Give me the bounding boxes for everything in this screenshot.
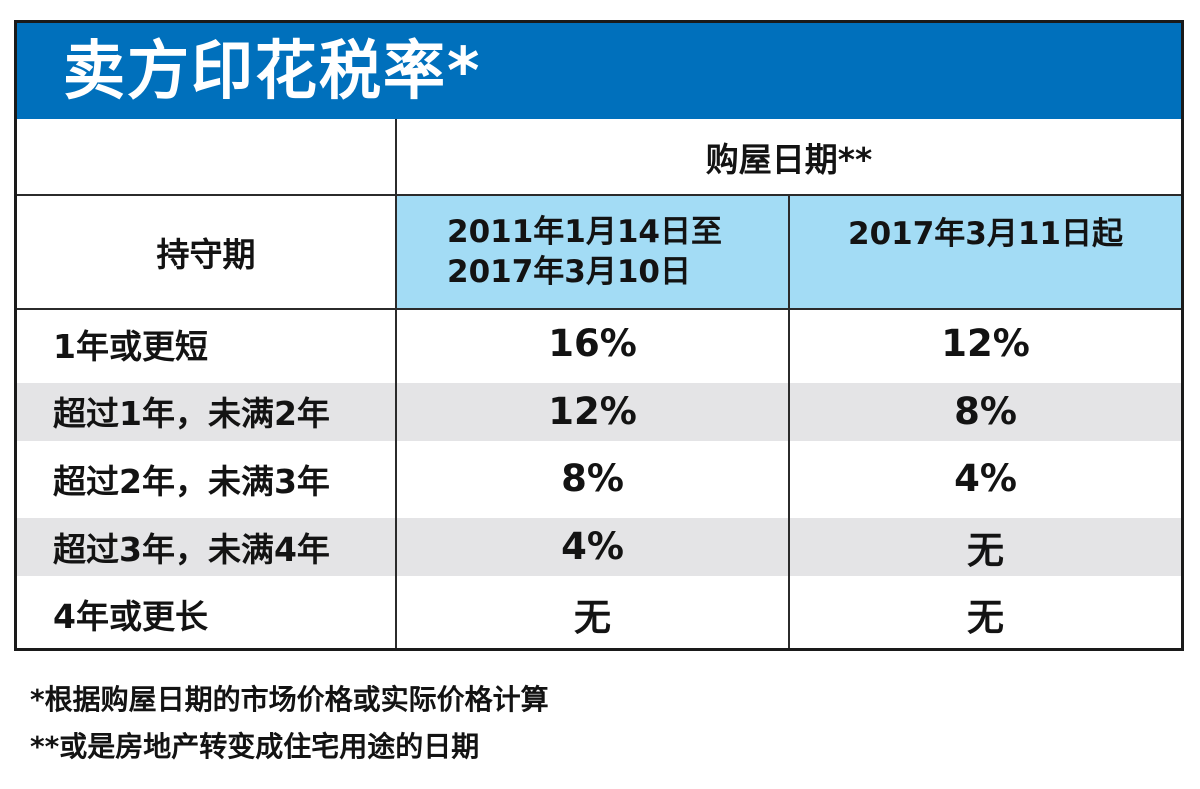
rate-cell-2017-onward: 12% <box>941 322 1030 366</box>
holding-period-cell: 4年或更长 <box>17 580 397 648</box>
holding-period-cell: 超过1年，未满2年 <box>17 377 397 446</box>
holding-period-header: 持守期 <box>17 196 397 308</box>
table-row: 超过2年，未满3年 8% 4% <box>17 445 1181 513</box>
purchase-date-group-header: 购屋日期** <box>705 139 873 179</box>
rate-cell-2017-onward: 无 <box>967 596 1004 640</box>
period-header-line-1: 2011年1月14日至 <box>447 214 722 250</box>
table-title: 卖方印花税率* <box>63 32 482 109</box>
table-row: 超过3年，未满4年 4% 无 <box>17 512 1181 581</box>
header-row-group: 购屋日期** <box>17 119 1181 196</box>
holding-period-cell: 超过2年，未满3年 <box>17 445 397 513</box>
rate-cell-2017-onward: 8% <box>954 389 1017 433</box>
rate-cell-2017-onward: 4% <box>954 457 1017 501</box>
table-row: 4年或更长 无 无 <box>17 580 1181 648</box>
table-row: 超过1年，未满2年 12% 8% <box>17 377 1181 446</box>
period-header-line-2: 2017年3月10日 <box>447 254 691 290</box>
rate-cell-2017-onward: 无 <box>967 528 1004 572</box>
footnote-2: **或是房地产转变成住宅用途的日期 <box>30 730 480 763</box>
rate-cell-2011-2017: 12% <box>397 377 790 446</box>
footnotes: *根据购屋日期的市场价格或实际价格计算 **或是房地产转变成住宅用途的日期 <box>30 676 549 770</box>
period-column-header-2017-onward: 2017年3月11日起 <box>790 196 1181 308</box>
holding-period-cell: 1年或更短 <box>17 310 397 378</box>
header-row-columns: 持守期 2011年1月14日至 2017年3月10日 2017年3月11日起 <box>17 196 1181 310</box>
period-column-header-2011-2017: 2011年1月14日至 2017年3月10日 <box>397 196 790 308</box>
corner-empty-cell <box>17 119 397 194</box>
rate-cell-2011-2017: 无 <box>397 580 790 648</box>
rate-cell-2011-2017: 4% <box>397 512 790 581</box>
holding-period-cell: 超过3年，未满4年 <box>17 512 397 581</box>
rate-cell-2011-2017: 16% <box>397 310 790 378</box>
table-row: 1年或更短 16% 12% <box>17 310 1181 378</box>
ssd-rate-table: 卖方印花税率* 购屋日期** 持守期 2011年1月14日至 2017年3月10… <box>14 20 1184 651</box>
rate-cell-2011-2017: 8% <box>397 445 790 513</box>
footnote-1: *根据购屋日期的市场价格或实际价格计算 <box>30 683 549 716</box>
table-title-band: 卖方印花税率* <box>17 23 1181 119</box>
